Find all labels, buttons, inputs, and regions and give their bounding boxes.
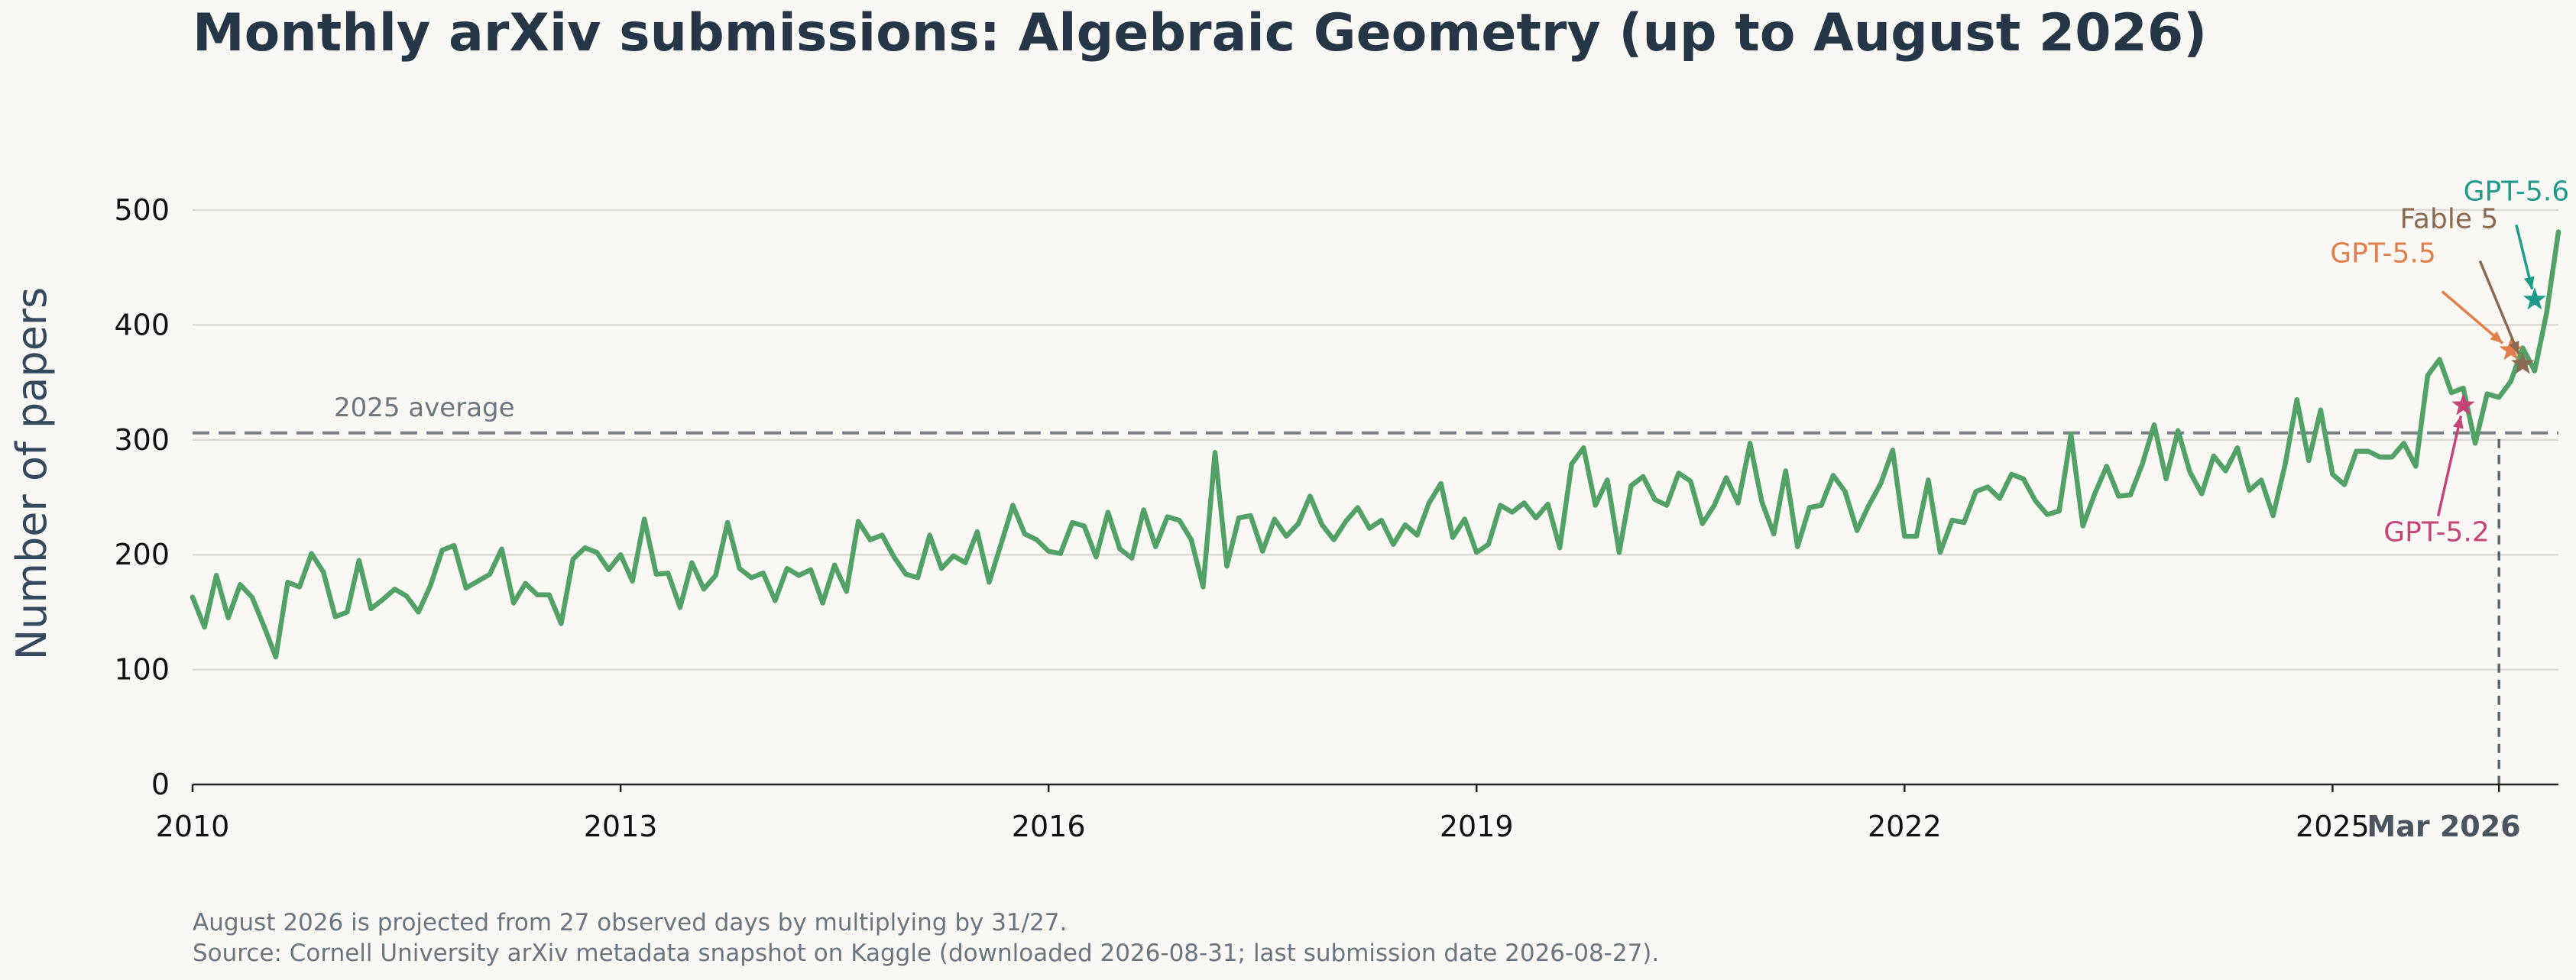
x-tick-label: 2022 xyxy=(1868,810,1942,843)
grid-lines xyxy=(193,209,2558,671)
annotation-star xyxy=(2451,393,2475,416)
y-tick-label: 100 xyxy=(114,653,170,687)
footnote-source: Source: Cornell University arXiv metadat… xyxy=(193,940,1659,967)
annotation-label: GPT-5.6 xyxy=(2464,176,2570,207)
annotation-arrowhead xyxy=(2490,331,2503,344)
reference-line-group: 2025 average xyxy=(193,393,2558,435)
y-tick-label: 500 xyxy=(114,193,170,227)
footnote-projection: August 2026 is projected from 27 observe… xyxy=(193,909,1067,936)
annotation-star xyxy=(2499,338,2523,361)
annotation-star xyxy=(2523,287,2547,310)
annotation-arrow xyxy=(2478,260,2520,355)
annotation-label: GPT-5.2 xyxy=(2383,517,2490,548)
y-axis-label: Number of papers xyxy=(8,287,56,661)
y-tick-label: 400 xyxy=(114,308,170,341)
y-axis-ticks: 0 100 200 300 400 500 xyxy=(114,193,170,801)
x-tick-label: 2019 xyxy=(1440,810,1514,843)
series-group xyxy=(190,229,2561,660)
chart-title: Monthly arXiv submissions: Algebraic Geo… xyxy=(193,3,2207,63)
x-tick-label: 2016 xyxy=(1012,810,1086,843)
x-tick-label: 2013 xyxy=(584,810,658,843)
y-tick-label: 0 xyxy=(151,768,170,801)
annotation-arrow xyxy=(2441,290,2504,344)
x-tick-label: 2025 xyxy=(2296,810,2370,843)
annotation-label: Fable 5 xyxy=(2400,204,2499,235)
y-tick-label: 300 xyxy=(114,423,170,457)
y-tick-label: 200 xyxy=(114,538,170,571)
reference-line-label: 2025 average xyxy=(334,393,515,423)
annotation-arrowhead xyxy=(2523,276,2535,289)
annotation-arrowhead xyxy=(2453,416,2464,429)
annotation-label: GPT-5.5 xyxy=(2330,238,2436,269)
annotation-arrowhead xyxy=(2509,341,2519,354)
x-tick-label: 2010 xyxy=(156,810,230,843)
x-tick-label: Mar 2026 xyxy=(2367,810,2520,843)
series-line xyxy=(190,229,2561,660)
annotation-arrow xyxy=(2436,415,2463,517)
annotation-star xyxy=(2511,351,2535,374)
